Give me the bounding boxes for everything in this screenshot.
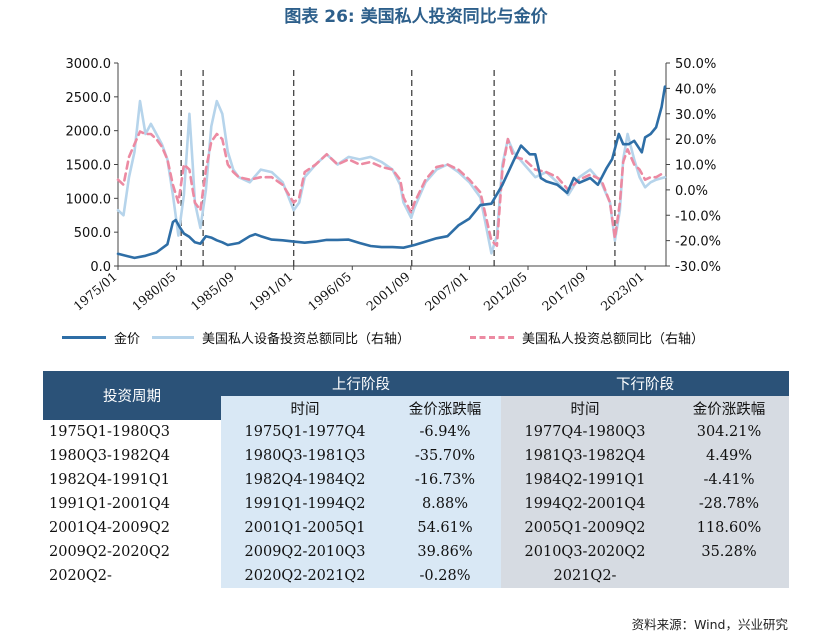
cell-up-time: 1975Q1-1977Q4 — [221, 420, 389, 444]
cell-down-time: 2021Q2- — [501, 564, 669, 588]
private-investment-yoy-line — [116, 130, 667, 247]
cell-period: 1980Q3-1982Q4 — [49, 448, 170, 464]
cell-down-time: 1984Q2-1991Q1 — [501, 468, 669, 492]
x-tick-label: 1980/05 — [129, 269, 178, 314]
right-tick-label: -10.0% — [675, 209, 721, 224]
x-tick-label: 1996/05 — [305, 269, 354, 314]
cell-up-change: -16.73% — [389, 468, 501, 492]
right-tick-label: 0.0% — [675, 184, 708, 199]
table-row: 2020Q2- 2020Q2-2021Q2 -0.28% 2021Q2- — [43, 564, 789, 588]
header-down-change: 金价涨跌幅 — [669, 396, 789, 420]
legend-item-gold: 金价 — [62, 328, 140, 347]
cell-down-change: 118.60% — [669, 516, 789, 540]
cell-down-change: 35.28% — [669, 540, 789, 564]
cell-up-change: -35.70% — [389, 444, 501, 468]
cell-period: 1982Q4-1991Q1 — [49, 472, 170, 488]
cell-up-change: 8.88% — [389, 492, 501, 516]
cell-down-change: -4.41% — [669, 468, 789, 492]
cell-period: 1991Q1-2001Q4 — [49, 496, 170, 512]
header-down-time: 时间 — [501, 396, 669, 420]
cell-down-change — [669, 564, 789, 588]
cell-period: 2001Q4-2009Q2 — [49, 520, 170, 536]
x-tick-label: 1991/01 — [246, 269, 295, 314]
right-tick-label: 50.0% — [675, 57, 716, 72]
line-chart: 0.0 500.0 1000.0 1500.0 2000.0 2500.0 3000.0 -3… — [66, 57, 722, 314]
legend-swatch-equipment — [152, 336, 194, 339]
right-tick-label: 40.0% — [675, 82, 716, 97]
cell-down-time: 1981Q3-1982Q4 — [501, 444, 669, 468]
right-tick-label: 10.0% — [675, 159, 716, 174]
left-tick-label: 1000.0 — [66, 192, 112, 207]
table-row: 2001Q4-2009Q2 2001Q1-2005Q1 54.61% 2005Q… — [43, 516, 789, 540]
table-row: 1991Q1-2001Q4 1991Q1-1994Q2 8.88% 1994Q2… — [43, 492, 789, 516]
header-up-time: 时间 — [221, 396, 389, 420]
right-tick-label: -20.0% — [675, 235, 721, 250]
cell-down-time: 1994Q2-2001Q4 — [501, 492, 669, 516]
cycle-table: 投资周期 上行阶段 下行阶段 时间 金价涨跌幅 时间 金价涨跌幅 1975Q1-… — [43, 371, 789, 588]
cell-up-time: 2009Q2-2010Q3 — [221, 540, 389, 564]
legend-label-gold: 金价 — [114, 332, 141, 347]
legend-label-equipment: 美国私人设备投资总额同比（右轴） — [202, 332, 411, 347]
table-row: 1982Q4-1991Q1 1982Q4-1984Q2 -16.73% 1984… — [43, 468, 789, 492]
chart-title: 图表 26: 美国私人投资同比与金价 — [284, 7, 548, 27]
header-period: 投资周期 — [43, 371, 221, 420]
gold-price-line — [116, 85, 667, 260]
header-down-phase: 下行阶段 — [501, 371, 789, 396]
table-row: 1980Q3-1982Q4 1980Q3-1981Q3 -35.70% 1981… — [43, 444, 789, 468]
cell-up-change: 54.61% — [389, 516, 501, 540]
cell-down-time: 2010Q3-2020Q2 — [501, 540, 669, 564]
left-tick-label: 2000.0 — [66, 125, 112, 140]
left-tick-label: 500.0 — [74, 226, 111, 241]
cell-up-time: 1980Q3-1981Q3 — [221, 444, 389, 468]
right-tick-label: -30.0% — [675, 260, 721, 275]
header-up-phase: 上行阶段 — [221, 371, 501, 396]
legend-swatch-gold — [62, 336, 106, 339]
x-tick-label: 2023/01 — [598, 269, 647, 314]
cell-up-time: 2020Q2-2021Q2 — [221, 564, 389, 588]
cell-period: 1975Q1-1980Q3 — [49, 424, 170, 440]
x-tick-label: 1975/01 — [71, 269, 120, 314]
header-up-change: 金价涨跌幅 — [389, 396, 501, 420]
source-note: 资料来源：Wind，兴业研究 — [631, 617, 788, 632]
right-tick-label: 30.0% — [675, 108, 716, 123]
cell-down-change: -28.78% — [669, 492, 789, 516]
x-tick-label: 2017/09 — [539, 269, 588, 314]
x-tick-label: 2007/01 — [422, 269, 471, 314]
legend-item-equipment: 美国私人设备投资总额同比（右轴） — [152, 328, 410, 347]
x-tick-label: 2012/05 — [480, 269, 529, 314]
cell-up-time: 1991Q1-1994Q2 — [221, 492, 389, 516]
chart-legend: 金价 美国私人设备投资总额同比（右轴） 美国私人投资总额同比（右轴） — [0, 325, 832, 353]
x-tick-label: 1985/09 — [188, 269, 237, 314]
cell-down-time: 2005Q1-2009Q2 — [501, 516, 669, 540]
table-row: 1975Q1-1980Q3 1975Q1-1977Q4 -6.94% 1977Q… — [43, 420, 789, 444]
legend-item-private-investment: 美国私人投资总额同比（右轴） — [470, 328, 704, 347]
cell-period: 2020Q2- — [49, 568, 112, 584]
equipment-investment-yoy-line — [116, 99, 667, 255]
left-tick-label: 1500.0 — [66, 159, 112, 174]
left-tick-label: 2500.0 — [66, 91, 112, 106]
right-tick-label: 20.0% — [675, 133, 716, 148]
cell-up-time: 1982Q4-1984Q2 — [221, 468, 389, 492]
legend-label-private-investment: 美国私人投资总额同比（右轴） — [522, 332, 705, 347]
cell-up-change: -0.28% — [389, 564, 501, 588]
cell-down-change: 304.21% — [669, 420, 789, 444]
cell-period: 2009Q2-2020Q2 — [49, 544, 170, 560]
legend-swatch-private-investment — [470, 336, 514, 339]
left-tick-label: 3000.0 — [66, 57, 112, 72]
cell-up-time: 2001Q1-2005Q1 — [221, 516, 389, 540]
cell-down-change: 4.49% — [669, 444, 789, 468]
x-tick-label: 2001/09 — [363, 269, 412, 314]
cell-up-change: 39.86% — [389, 540, 501, 564]
cell-down-time: 1977Q4-1980Q3 — [501, 420, 669, 444]
cell-up-change: -6.94% — [389, 420, 501, 444]
left-tick-label: 0.0 — [90, 260, 111, 275]
table-row: 2009Q2-2020Q2 2009Q2-2010Q3 39.86% 2010Q… — [43, 540, 789, 564]
